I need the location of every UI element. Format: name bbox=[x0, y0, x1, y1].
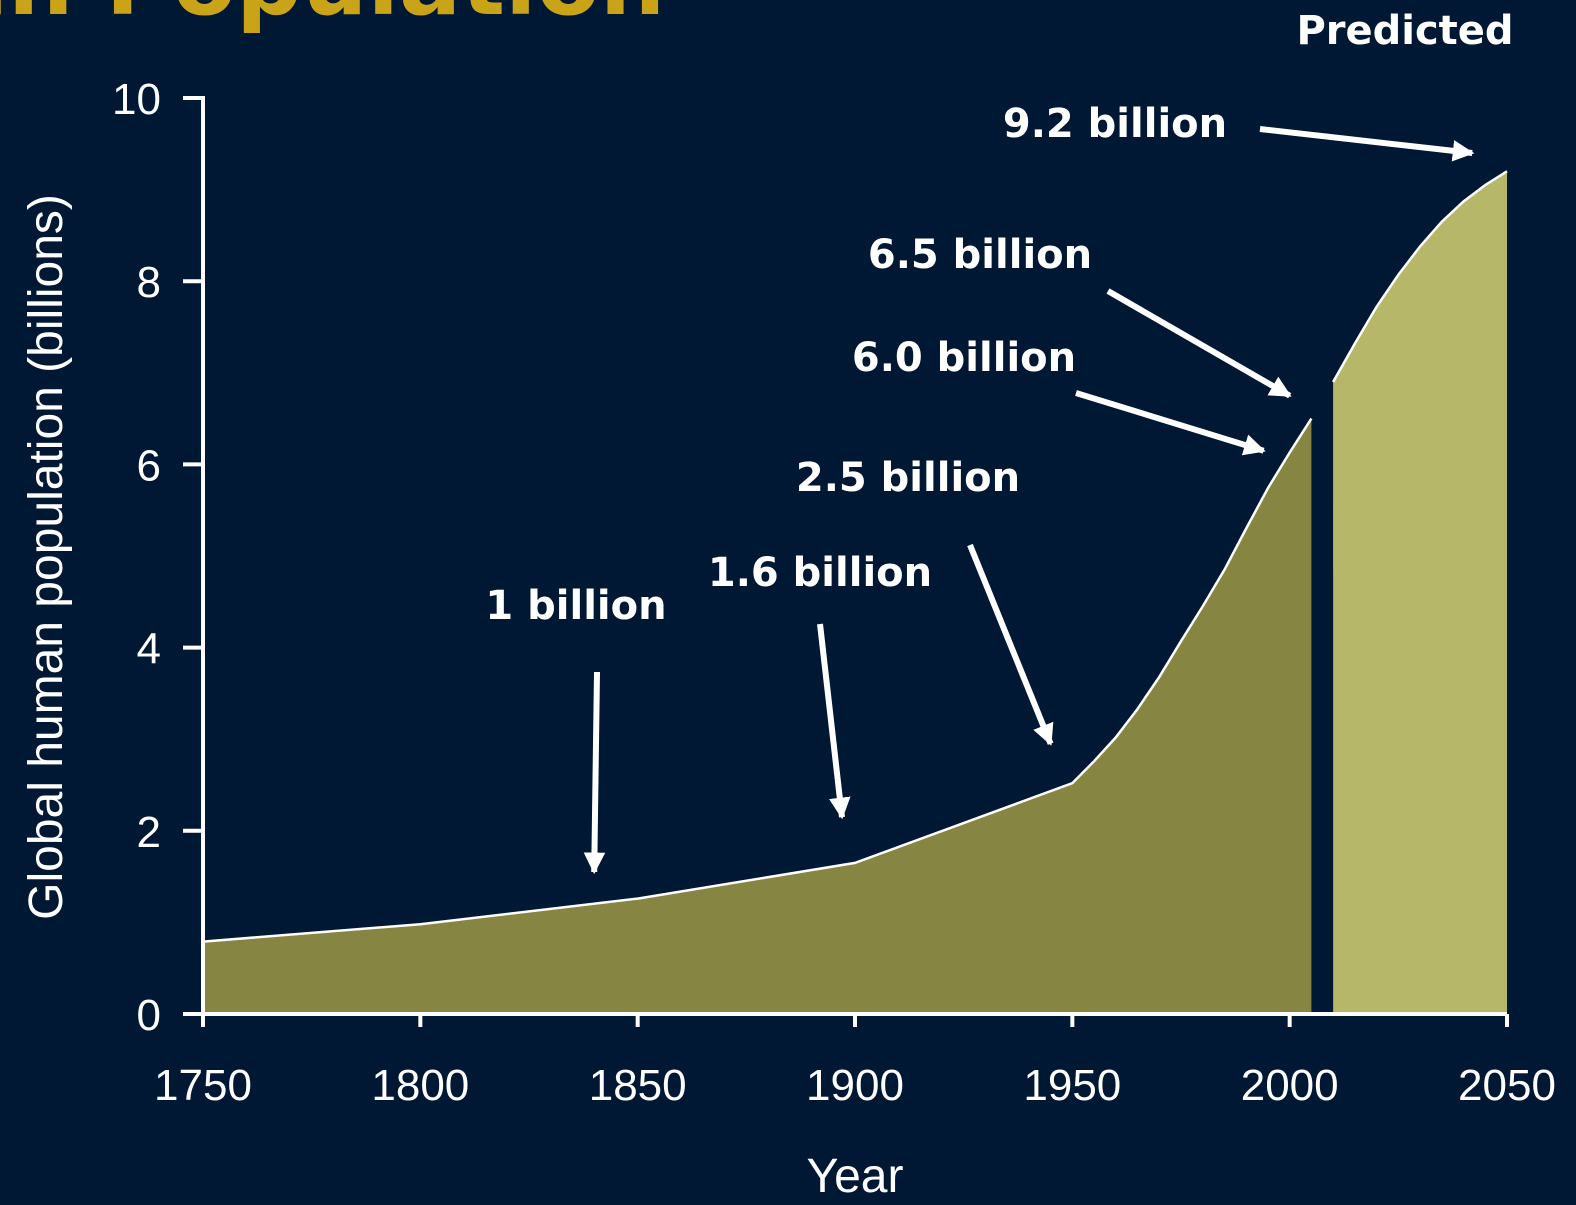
historical-area-line bbox=[202, 417, 1313, 943]
x-tick-label: 2050 bbox=[1458, 1061, 1556, 1110]
area-series bbox=[202, 170, 1508, 1015]
annotation-label: 2.5 billion bbox=[796, 455, 1020, 501]
annotation-label: 1 billion bbox=[485, 583, 666, 629]
annotation-arrow bbox=[1106, 288, 1292, 399]
ticks: 1750 1800 1850 1900 1950 2000 2050 0 2 4 6 8 10 bbox=[112, 75, 1556, 1110]
x-tick-label: 1900 bbox=[806, 1061, 904, 1110]
annotation-label: 6.0 billion bbox=[852, 335, 1076, 381]
x-tick-label: 1850 bbox=[589, 1061, 687, 1110]
historical-area bbox=[203, 418, 1312, 1015]
y-tick-label: 0 bbox=[137, 991, 161, 1040]
y-tick-label: 10 bbox=[112, 75, 161, 124]
y-tick-label: 8 bbox=[137, 258, 161, 307]
x-tick-label: 1800 bbox=[371, 1061, 469, 1110]
y-tick-label: 4 bbox=[137, 625, 161, 674]
annotation-arrow bbox=[1259, 126, 1475, 162]
x-tick-label: 2000 bbox=[1241, 1061, 1339, 1110]
x-tick-label: 1750 bbox=[154, 1061, 252, 1110]
y-tick-label: 6 bbox=[137, 441, 161, 490]
y-axis-title: Global human population (billions) bbox=[20, 194, 73, 920]
predicted-area-line bbox=[1332, 170, 1508, 383]
y-tick-label: 2 bbox=[137, 808, 161, 857]
predicted-label: Predicted bbox=[1296, 8, 1513, 54]
x-tick-label: 1950 bbox=[1023, 1061, 1121, 1110]
annotation-label: 6.5 billion bbox=[868, 232, 1092, 278]
annotation-arrow bbox=[1075, 390, 1266, 456]
annotation-label: 1.6 billion bbox=[708, 550, 932, 596]
annotation-arrow bbox=[967, 543, 1054, 746]
annotations: 1 billion 1.6 billion 2.5 billion 6.0 billi… bbox=[485, 101, 1475, 875]
x-axis-title: Year bbox=[807, 1150, 904, 1203]
annotation-arrow bbox=[583, 671, 606, 875]
axes bbox=[183, 96, 1507, 1024]
annotation-label: 9.2 billion bbox=[1003, 101, 1227, 147]
predicted-area bbox=[1333, 171, 1507, 1015]
slide-title: man Population bbox=[0, 0, 665, 36]
annotation-arrow bbox=[817, 623, 851, 820]
